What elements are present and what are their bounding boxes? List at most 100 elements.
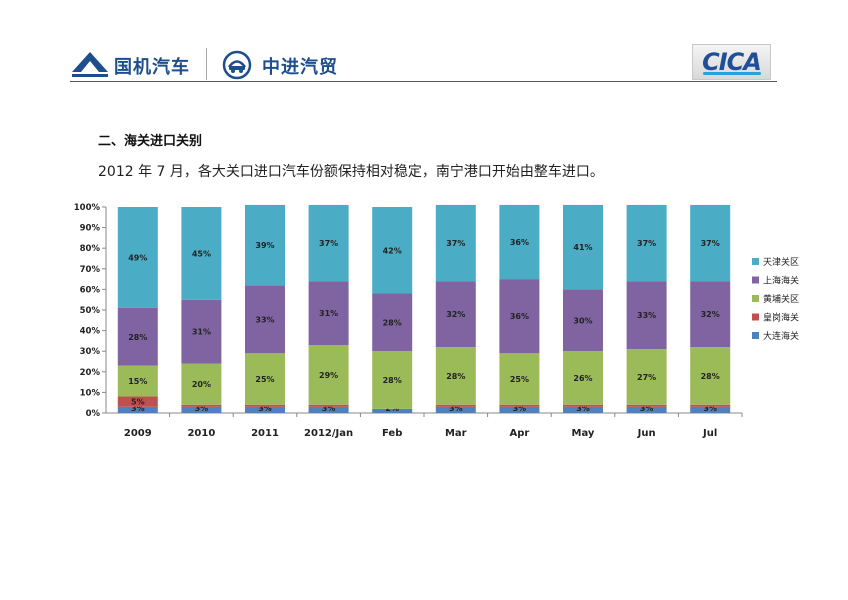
data-label: 26% bbox=[573, 374, 592, 383]
bar-segment bbox=[690, 347, 731, 405]
data-label: 2% bbox=[385, 404, 399, 413]
legend-label: 天津关区 bbox=[763, 256, 799, 268]
bar-segment bbox=[626, 349, 667, 405]
y-tick-label: 60% bbox=[80, 285, 101, 295]
bar-segment bbox=[181, 406, 222, 413]
data-label: 28% bbox=[446, 372, 465, 381]
header: 国机汽车 中进汽贸 CICA bbox=[0, 0, 848, 90]
y-tick-label: 80% bbox=[80, 244, 101, 254]
bar-segment bbox=[563, 406, 603, 413]
data-label: 29% bbox=[319, 371, 338, 380]
bar-segment bbox=[181, 363, 222, 405]
data-label: 1% bbox=[640, 396, 654, 405]
bar-segment bbox=[499, 204, 540, 280]
bar-segment bbox=[435, 204, 476, 282]
page-subtitle: 2012 年 7 月，各大关口进口汽车份额保持相对稳定，南宁港口开始由整车进口。 bbox=[98, 164, 604, 180]
bar-segment bbox=[690, 281, 731, 348]
bar-segment bbox=[117, 365, 158, 397]
data-label: 3% bbox=[513, 404, 527, 413]
legend-swatch bbox=[752, 295, 759, 302]
x-tick-label: Mar bbox=[445, 428, 467, 439]
legend-swatch bbox=[752, 332, 759, 339]
bar-segment bbox=[308, 281, 349, 346]
header-divider bbox=[206, 48, 207, 80]
data-label: 1% bbox=[703, 396, 717, 405]
data-label: 1% bbox=[513, 396, 527, 405]
bar-segment bbox=[308, 404, 349, 407]
x-tick-label: Feb bbox=[382, 428, 402, 439]
data-label: 3% bbox=[131, 404, 145, 413]
bar-segment bbox=[690, 404, 731, 407]
bar-segment bbox=[245, 204, 285, 286]
x-tick-label: May bbox=[572, 428, 595, 439]
zhongjin-logo-icon bbox=[222, 50, 252, 80]
bar-segment bbox=[181, 299, 222, 364]
data-label: 32% bbox=[446, 310, 465, 319]
data-label: 20% bbox=[192, 380, 211, 389]
data-label: 3% bbox=[322, 404, 336, 413]
data-label: 3% bbox=[449, 404, 463, 413]
brand-guoji: 国机汽车 bbox=[114, 57, 190, 78]
bar-segment bbox=[690, 204, 731, 282]
bar-segment bbox=[117, 406, 158, 413]
y-tick-label: 90% bbox=[80, 224, 101, 234]
data-label: 39% bbox=[255, 241, 274, 250]
bar-segment bbox=[181, 207, 222, 300]
data-label: 36% bbox=[510, 312, 529, 321]
x-tick-label: Apr bbox=[509, 428, 529, 439]
bar-segment bbox=[499, 406, 540, 413]
data-label: 41% bbox=[573, 243, 592, 252]
bar-segment bbox=[563, 204, 603, 290]
data-label: 49% bbox=[128, 253, 147, 262]
cica-logo-text: CICA bbox=[702, 48, 762, 76]
y-tick-label: 100% bbox=[74, 203, 101, 213]
data-label: 37% bbox=[701, 239, 720, 248]
bar-segment bbox=[245, 353, 285, 405]
cica-swoosh-icon bbox=[703, 72, 761, 75]
y-tick-label: 40% bbox=[80, 327, 101, 337]
legend-label: 上海海关 bbox=[763, 275, 799, 287]
data-label: 31% bbox=[192, 328, 211, 337]
x-tick-label: 2009 bbox=[124, 428, 152, 439]
data-label: 1% bbox=[258, 396, 272, 405]
data-label: 42% bbox=[383, 246, 402, 255]
data-label: 15% bbox=[128, 377, 147, 386]
bar-segment bbox=[117, 307, 158, 366]
x-tick-label: 2011 bbox=[251, 428, 279, 439]
x-tick-label: 2012/Jan bbox=[304, 428, 353, 439]
bar-segment bbox=[117, 396, 158, 407]
legend-label: 黄埔关区 bbox=[763, 293, 799, 305]
data-label: 31% bbox=[319, 309, 338, 318]
brand-zhongjin: 中进汽贸 bbox=[262, 57, 338, 78]
bar-segment bbox=[690, 406, 731, 413]
data-label: 37% bbox=[637, 239, 656, 248]
bar-segment bbox=[626, 406, 667, 413]
bar-segment bbox=[499, 279, 540, 354]
y-tick-label: 10% bbox=[80, 388, 101, 398]
data-label: 28% bbox=[701, 372, 720, 381]
data-label: 1% bbox=[449, 396, 463, 405]
data-label: 1% bbox=[195, 396, 209, 405]
bar-segment bbox=[499, 404, 540, 407]
bar-segment bbox=[181, 404, 222, 407]
data-label: 25% bbox=[255, 375, 274, 384]
data-label: 36% bbox=[510, 238, 529, 247]
bar-segment bbox=[626, 281, 667, 350]
guoji-logo-icon bbox=[72, 52, 108, 77]
data-label: 3% bbox=[195, 404, 209, 413]
bar-segment bbox=[563, 351, 603, 405]
bar-segment bbox=[372, 293, 413, 352]
bar-segment bbox=[435, 281, 476, 348]
data-label: 25% bbox=[510, 375, 529, 384]
data-label: 28% bbox=[383, 318, 402, 327]
bar-segment bbox=[117, 207, 158, 308]
y-tick-label: 70% bbox=[80, 265, 101, 275]
legend-label: 大连海关 bbox=[763, 330, 799, 342]
data-label: 37% bbox=[446, 239, 465, 248]
y-tick-label: 0% bbox=[86, 409, 101, 419]
y-tick-label: 20% bbox=[80, 368, 101, 378]
bar-segment bbox=[563, 404, 603, 407]
data-label: 3% bbox=[640, 404, 654, 413]
bar-segment bbox=[372, 408, 413, 413]
data-label: 3% bbox=[703, 404, 717, 413]
